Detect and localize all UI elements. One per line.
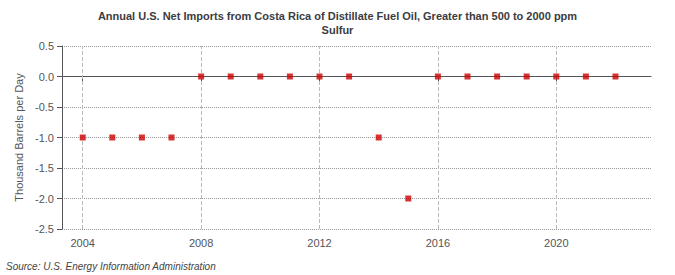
svg-text:-1.5: -1.5 (35, 162, 54, 174)
svg-text:Source: U.S. Energy Informatio: Source: U.S. Energy Information Administ… (6, 261, 216, 272)
svg-text:0.0: 0.0 (39, 71, 54, 83)
svg-text:Sulfur: Sulfur (322, 24, 354, 36)
svg-text:2008: 2008 (189, 237, 213, 249)
svg-text:2004: 2004 (70, 237, 94, 249)
svg-text:-2.0: -2.0 (35, 193, 54, 205)
svg-text:Thousand Barrels per Day: Thousand Barrels per Day (13, 73, 25, 202)
svg-text:2016: 2016 (426, 237, 450, 249)
svg-text:0.5: 0.5 (39, 40, 54, 52)
svg-text:-1.0: -1.0 (35, 132, 54, 144)
svg-text:2012: 2012 (307, 237, 331, 249)
svg-text:-0.5: -0.5 (35, 101, 54, 113)
svg-text:2020: 2020 (544, 237, 568, 249)
svg-text:-2.5: -2.5 (35, 223, 54, 235)
svg-text:Annual U.S. Net Imports from C: Annual U.S. Net Imports from Costa Rica … (98, 10, 577, 22)
